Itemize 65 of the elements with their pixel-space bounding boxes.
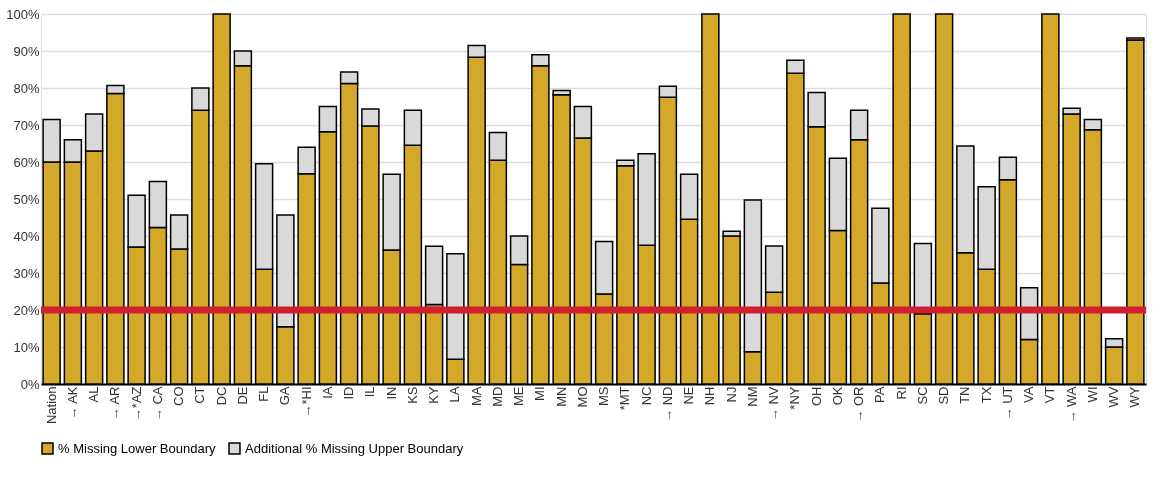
y-tick-label: 40% — [13, 228, 40, 244]
x-tick-label: *MT — [617, 386, 633, 411]
x-tick-label: → UT — [999, 386, 1015, 421]
x-tick-label: KS — [404, 386, 420, 404]
x-tick-label: RI — [893, 386, 909, 400]
x-tick-label: MN — [553, 386, 569, 407]
x-tick-label: CO — [171, 386, 187, 406]
x-tick-label: SD — [936, 386, 952, 405]
x-tick-label: MI — [532, 386, 548, 401]
x-tick-label: DC — [213, 386, 229, 406]
x-tick-label: *NY — [787, 386, 803, 410]
x-tick-label: CT — [192, 386, 208, 404]
x-tick-label: IL — [362, 386, 378, 398]
x-tick-label: WI — [1084, 386, 1100, 403]
x-tick-label: OH — [808, 386, 824, 406]
legend-label: % Missing Lower Boundary — [58, 440, 217, 456]
x-tick-label: GA — [277, 386, 293, 406]
x-tick-label: DE — [234, 386, 250, 405]
x-tick-label: VA — [1021, 386, 1037, 403]
x-tick-label: VT — [1042, 386, 1058, 404]
y-tick-label: 80% — [13, 80, 40, 96]
x-tick-label: NJ — [723, 386, 739, 403]
x-tick-label: Nation — [43, 386, 59, 425]
x-tick-label: KY — [426, 386, 442, 404]
x-tick-label: MD — [489, 386, 505, 407]
legend-label: Additional % Missing Upper Boundary — [245, 440, 464, 456]
x-tick-label: AL — [86, 386, 102, 403]
y-tick-label: 50% — [13, 191, 40, 207]
x-tick-label: ME — [511, 386, 527, 406]
x-tick-label: → OR — [851, 386, 867, 423]
x-tick-label: → ND — [659, 386, 675, 422]
x-tick-label: →*HI — [298, 386, 314, 418]
x-tick-label: NH — [702, 386, 718, 406]
x-tick-label: TX — [978, 386, 994, 404]
y-tick-label: 30% — [13, 265, 40, 281]
x-tick-label: → CA — [149, 386, 165, 422]
x-tick-label: LA — [447, 386, 463, 403]
x-tick-label: ID — [341, 386, 357, 400]
y-tick-label: 60% — [13, 154, 40, 170]
y-tick-label: 90% — [13, 43, 40, 59]
y-tick-label: 100% — [6, 6, 40, 22]
x-tick-label: → AR — [107, 386, 123, 421]
y-tick-label: 20% — [13, 302, 40, 318]
y-tick-label: 70% — [13, 117, 40, 133]
x-tick-label: NE — [681, 386, 697, 405]
x-tick-label: → WA — [1063, 386, 1079, 424]
x-tick-label: IA — [319, 386, 335, 399]
x-tick-label: MS — [596, 386, 612, 406]
x-tick-label: TN — [957, 386, 973, 404]
x-tick-label: SC — [914, 386, 930, 405]
x-tick-label: → NV — [766, 386, 782, 422]
x-tick-label: →*AZ — [128, 386, 144, 422]
x-tick-label: MO — [574, 386, 590, 408]
x-tick-label: NC — [638, 386, 654, 406]
x-tick-label: WY — [1127, 386, 1143, 408]
x-tick-label: FL — [256, 386, 272, 402]
x-tick-label: NM — [744, 386, 760, 407]
x-tick-label: OK — [829, 386, 845, 406]
x-tick-label: → AK — [64, 386, 80, 420]
y-tick-label: 0% — [20, 376, 40, 392]
y-tick-label: 10% — [13, 339, 40, 355]
x-tick-label: MA — [468, 386, 484, 406]
x-tick-label: IN — [383, 386, 399, 400]
x-tick-label: PA — [872, 386, 888, 403]
x-tick-label: WV — [1106, 386, 1122, 408]
